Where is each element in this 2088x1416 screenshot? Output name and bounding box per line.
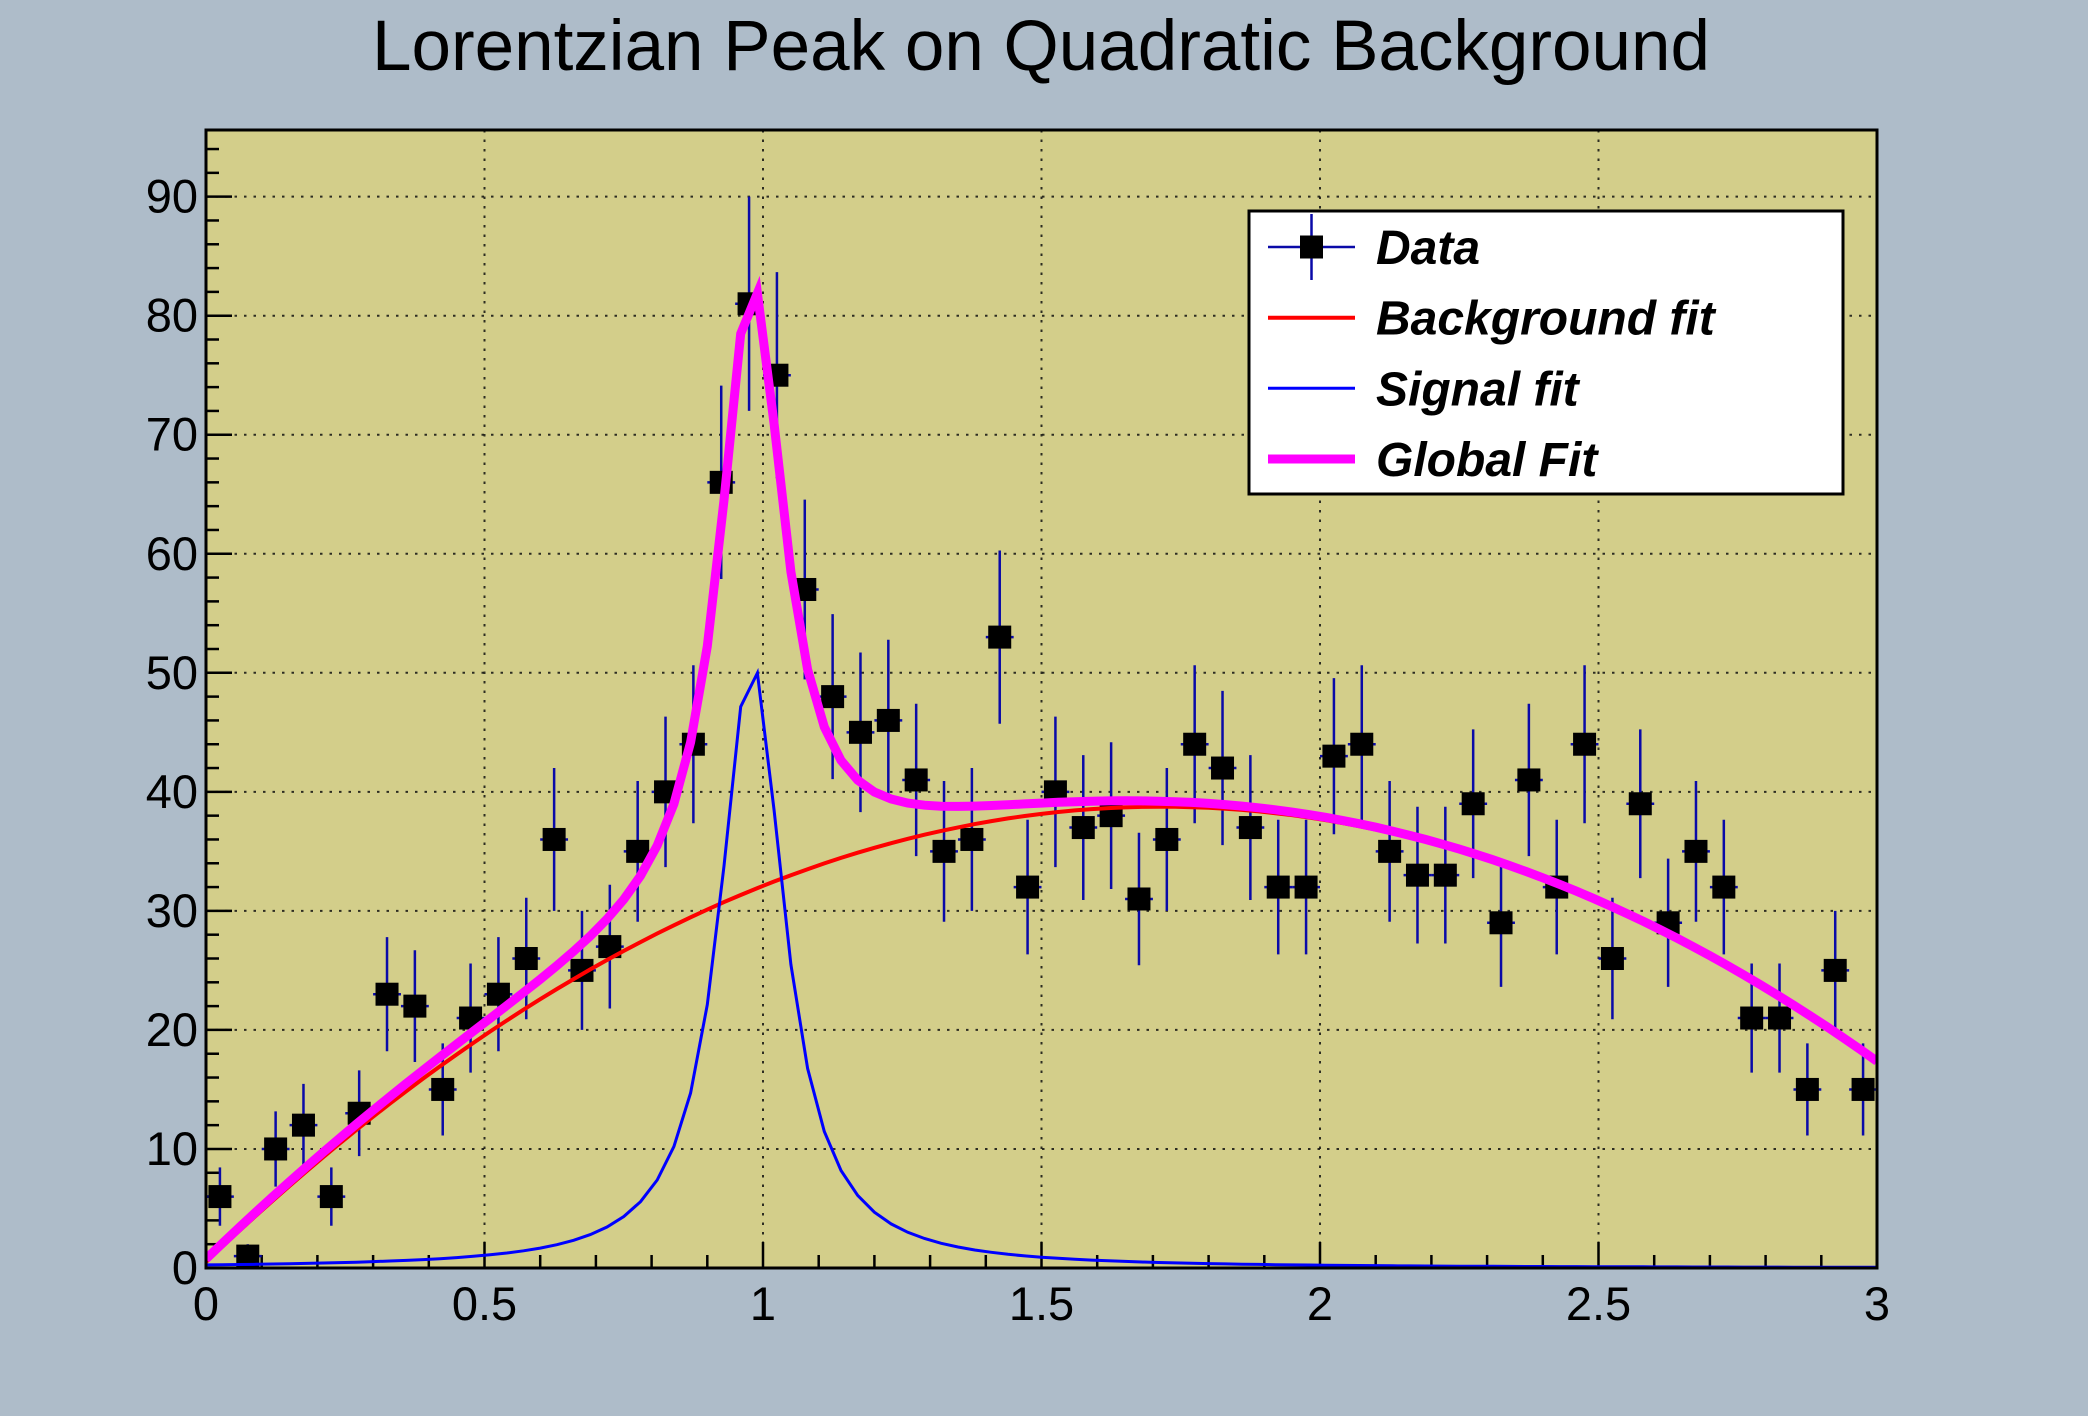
y-tick-label: 80: [146, 289, 198, 342]
data-point: [1600, 947, 1624, 971]
data-point: [375, 982, 399, 1006]
data-point: [1461, 792, 1485, 816]
y-tick-label: 30: [146, 884, 198, 937]
data-point: [1628, 792, 1652, 816]
data-point: [1517, 768, 1541, 792]
data-point: [1266, 875, 1290, 899]
x-tick-label: 2.5: [1566, 1277, 1631, 1330]
data-point: [821, 685, 845, 709]
data-point: [932, 839, 956, 863]
data-point: [1712, 875, 1736, 899]
data-point: [1043, 780, 1067, 804]
plot-frame: [204, 128, 1879, 1270]
y-tick-label: 0: [172, 1241, 198, 1294]
legend-label-background-fit: Background fit: [1376, 293, 1717, 346]
y-tick-label: 20: [146, 1003, 198, 1056]
data-point: [626, 839, 650, 863]
data-point: [1238, 816, 1262, 840]
global-fit-curve: [206, 275, 1877, 1263]
data-point: [1183, 732, 1207, 756]
data-point: [403, 994, 427, 1018]
data-point: [1155, 827, 1179, 851]
data-point: [236, 1244, 260, 1268]
data-point: [1851, 1077, 1875, 1101]
data-point: [598, 935, 622, 959]
data-point: [904, 768, 928, 792]
data-point: [1211, 756, 1235, 780]
y-tick-label: 50: [146, 646, 198, 699]
legend-entry-data: Data: [1268, 214, 1480, 280]
legend-label-data: Data: [1376, 222, 1480, 275]
x-tick-label: 1: [750, 1277, 776, 1330]
legend-entry-signal-fit: Signal fit: [1268, 363, 1581, 416]
x-axis-labels: 0 0.5 1 1.5 2 2.5 3: [193, 1277, 1890, 1330]
data-point: [1405, 863, 1429, 887]
data-point: [1294, 875, 1318, 899]
data-point: [848, 720, 872, 744]
y-tick-label: 10: [146, 1122, 198, 1175]
x-tick-label: 1.5: [1009, 1277, 1074, 1330]
data-point: [319, 1185, 343, 1209]
data-point: [264, 1137, 288, 1161]
data-point: [1433, 863, 1457, 887]
data-point: [486, 982, 510, 1006]
legend-entry-global-fit: Global Fit: [1268, 434, 1599, 487]
data-point: [514, 947, 538, 971]
y-tick-label: 90: [146, 170, 198, 223]
data-point: [1016, 875, 1040, 899]
x-tick-label: 0.5: [452, 1277, 517, 1330]
x-tick-label: 2: [1307, 1277, 1333, 1330]
legend: Data Background fit Signal fit Global Fi…: [1247, 209, 1845, 496]
data-point: [988, 625, 1012, 649]
data-point: [1823, 958, 1847, 982]
legend-label-global-fit: Global Fit: [1376, 434, 1599, 487]
data-point: [1684, 839, 1708, 863]
x-tick-label: 0: [193, 1277, 219, 1330]
y-axis-labels: 0 10 20 30 40 50 60 70 80 90: [146, 170, 198, 1294]
y-tick-label: 70: [146, 408, 198, 461]
data-point: [1127, 887, 1151, 911]
legend-data-marker-icon: [1300, 235, 1323, 259]
plot-title: Lorentzian Peak on Quadratic Background: [372, 7, 1710, 86]
y-tick-label: 60: [146, 527, 198, 580]
data-point: [208, 1185, 232, 1209]
data-point: [542, 827, 566, 851]
legend-box: [1247, 209, 1845, 496]
data-point: [431, 1077, 455, 1101]
data-point: [1768, 1006, 1792, 1030]
data-point: [1740, 1006, 1764, 1030]
data-point: [1795, 1077, 1819, 1101]
data-point: [876, 708, 900, 732]
legend-entry-background-fit: Background fit: [1268, 293, 1717, 346]
data-point: [1350, 732, 1374, 756]
data-point: [1378, 839, 1402, 863]
data-point: [960, 827, 984, 851]
data-point: [1322, 744, 1346, 768]
data-point: [1071, 816, 1095, 840]
data-point: [1489, 911, 1513, 935]
x-tick-label: 3: [1864, 1277, 1890, 1330]
data-point: [291, 1113, 315, 1137]
data-point: [1573, 732, 1597, 756]
y-tick-label: 40: [146, 765, 198, 818]
legend-label-signal-fit: Signal fit: [1376, 363, 1581, 416]
